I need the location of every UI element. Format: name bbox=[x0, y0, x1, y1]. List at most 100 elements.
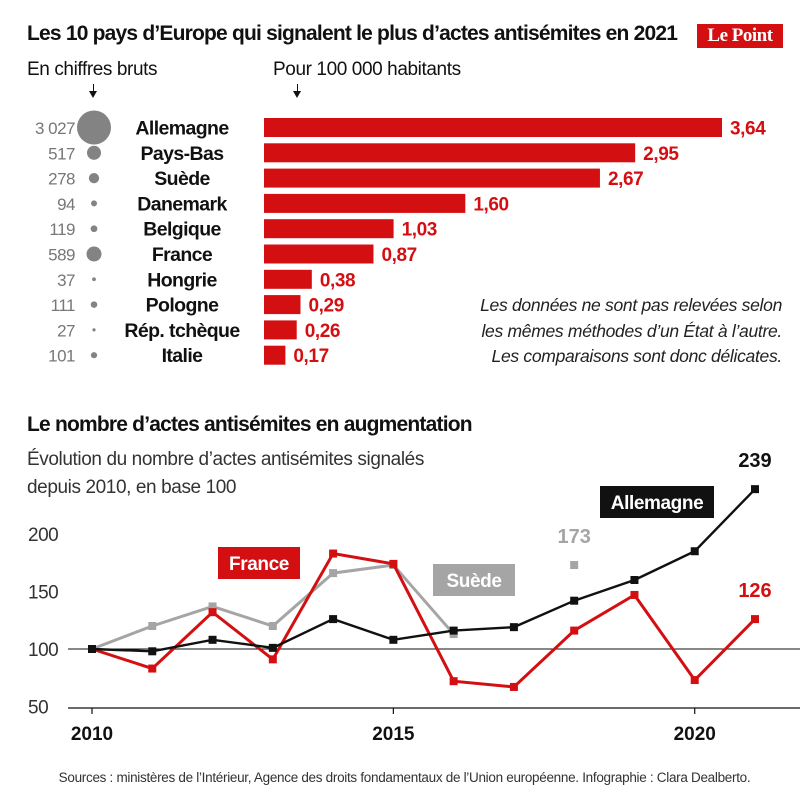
bar-value-label: 0,29 bbox=[308, 296, 343, 317]
bar bbox=[264, 193, 466, 213]
data-point bbox=[208, 608, 217, 617]
country-label: France bbox=[152, 244, 213, 266]
raw-count-bubble bbox=[90, 301, 98, 308]
raw-count-bubble bbox=[91, 200, 97, 207]
bar-value-label: 1,03 bbox=[402, 220, 437, 241]
country-label: Hongrie bbox=[147, 269, 217, 291]
data-point bbox=[148, 647, 157, 656]
country-label: Allemagne bbox=[135, 118, 229, 140]
raw-count-label: 94 bbox=[57, 195, 75, 214]
bar-value-label: 2,95 bbox=[643, 144, 679, 165]
country-label: Danemark bbox=[137, 193, 227, 215]
data-point bbox=[148, 664, 157, 673]
data-point bbox=[570, 561, 579, 570]
raw-count-label: 101 bbox=[48, 347, 75, 366]
bar-chart: 3 027 Allemagne 3,64 517 Pays-Bas 2,95 278 Suèd… bbox=[35, 110, 767, 367]
series-line-allemagne bbox=[91, 488, 756, 653]
raw-count-label: 3 027 bbox=[35, 119, 75, 138]
raw-count-bubble bbox=[92, 328, 96, 332]
bottom-chart-title: Le nombre d’actes antisémites en augment… bbox=[27, 413, 473, 436]
data-point bbox=[148, 622, 157, 630]
data-point bbox=[509, 682, 518, 691]
country-label: Italie bbox=[162, 345, 204, 367]
legend-box bbox=[433, 564, 515, 596]
bar bbox=[264, 168, 600, 188]
per-label-arrowhead bbox=[293, 91, 301, 98]
data-point bbox=[690, 676, 699, 685]
per-capita-label: Pour 100 000 habitants bbox=[273, 59, 461, 80]
data-point bbox=[88, 645, 96, 653]
bar-value-label: 0,26 bbox=[305, 321, 340, 342]
x-tick-label: 2020 bbox=[674, 724, 716, 745]
per-label-arrow bbox=[297, 84, 298, 92]
raw-count-label: 27 bbox=[57, 321, 75, 340]
legend-label: France bbox=[229, 554, 289, 575]
raw-label-arrowhead bbox=[89, 91, 97, 98]
legend-box bbox=[600, 486, 714, 518]
source-credits: Sources : ministères de l’Intérieur, Age… bbox=[58, 770, 751, 785]
subtitle-line: Évolution du nombre d’actes antisémites … bbox=[27, 449, 424, 470]
data-point bbox=[751, 615, 759, 624]
data-point bbox=[268, 622, 277, 630]
x-tick-label: 2010 bbox=[71, 724, 113, 745]
legend-label: Suède bbox=[446, 571, 501, 592]
le-point-logo: Le Point bbox=[697, 24, 783, 48]
series-line-france bbox=[91, 551, 757, 689]
bar bbox=[264, 269, 312, 289]
y-tick-label: 200 bbox=[28, 525, 58, 546]
bar-value-label: 0,87 bbox=[381, 245, 416, 266]
raw-count-label: 589 bbox=[48, 246, 75, 265]
bar bbox=[264, 244, 374, 264]
data-point bbox=[329, 549, 338, 558]
raw-count-label: 37 bbox=[57, 271, 75, 290]
bar-value-label: 3,64 bbox=[730, 119, 766, 140]
top-chart-title: Les 10 pays d’Europe qui signalent le pl… bbox=[27, 22, 678, 45]
raw-count-label: 278 bbox=[48, 170, 75, 189]
bar-value-label: 0,38 bbox=[320, 270, 355, 291]
raw-count-bubble bbox=[86, 246, 102, 262]
note-line: les mêmes méthodes d’un État à l’autre. bbox=[481, 320, 782, 341]
data-point bbox=[268, 643, 277, 652]
y-tick-label: 100 bbox=[28, 640, 58, 661]
country-label: Belgique bbox=[143, 219, 221, 241]
data-point bbox=[630, 576, 639, 584]
data-point bbox=[751, 485, 759, 494]
data-point bbox=[208, 602, 217, 611]
raw-count-bubble bbox=[92, 277, 96, 282]
bar bbox=[264, 118, 722, 137]
methodology-note: Les données ne sont pas relevées selon l… bbox=[430, 293, 782, 370]
data-point bbox=[570, 626, 579, 635]
data-point bbox=[449, 626, 458, 635]
raw-count-label: 119 bbox=[49, 220, 75, 239]
legend-label: Allemagne bbox=[611, 493, 704, 514]
bar bbox=[264, 143, 636, 163]
bar bbox=[264, 320, 297, 340]
bar bbox=[264, 345, 286, 365]
note-line: Les données ne sont pas relevées selon bbox=[480, 295, 782, 315]
data-point bbox=[509, 623, 518, 632]
y-tick-label: 50 bbox=[28, 698, 48, 719]
data-point bbox=[570, 596, 579, 605]
data-point bbox=[208, 635, 217, 644]
series-end-label: 173 bbox=[557, 526, 590, 548]
raw-count-bubble bbox=[88, 172, 100, 184]
raw-count-label: 517 bbox=[48, 144, 75, 163]
country-label: Rép. tchèque bbox=[124, 320, 240, 342]
bar-value-label: 0,17 bbox=[293, 346, 328, 367]
series-end-label: 239 bbox=[738, 450, 771, 472]
legend-box bbox=[218, 547, 300, 579]
y-tick-label: 150 bbox=[28, 583, 58, 604]
data-point bbox=[329, 615, 338, 624]
bar bbox=[264, 219, 394, 239]
country-label: Pays-Bas bbox=[140, 143, 224, 165]
country-label: Pologne bbox=[146, 295, 219, 317]
data-point bbox=[389, 635, 398, 644]
raw-count-bubble bbox=[90, 352, 98, 359]
raw-count-bubble bbox=[86, 145, 102, 160]
raw-count-bubble bbox=[77, 110, 111, 145]
data-point bbox=[329, 569, 338, 578]
x-tick-label: 2015 bbox=[372, 724, 415, 745]
bottom-chart-subtitle: Évolution du nombre d’actes antisémites … bbox=[27, 446, 424, 502]
